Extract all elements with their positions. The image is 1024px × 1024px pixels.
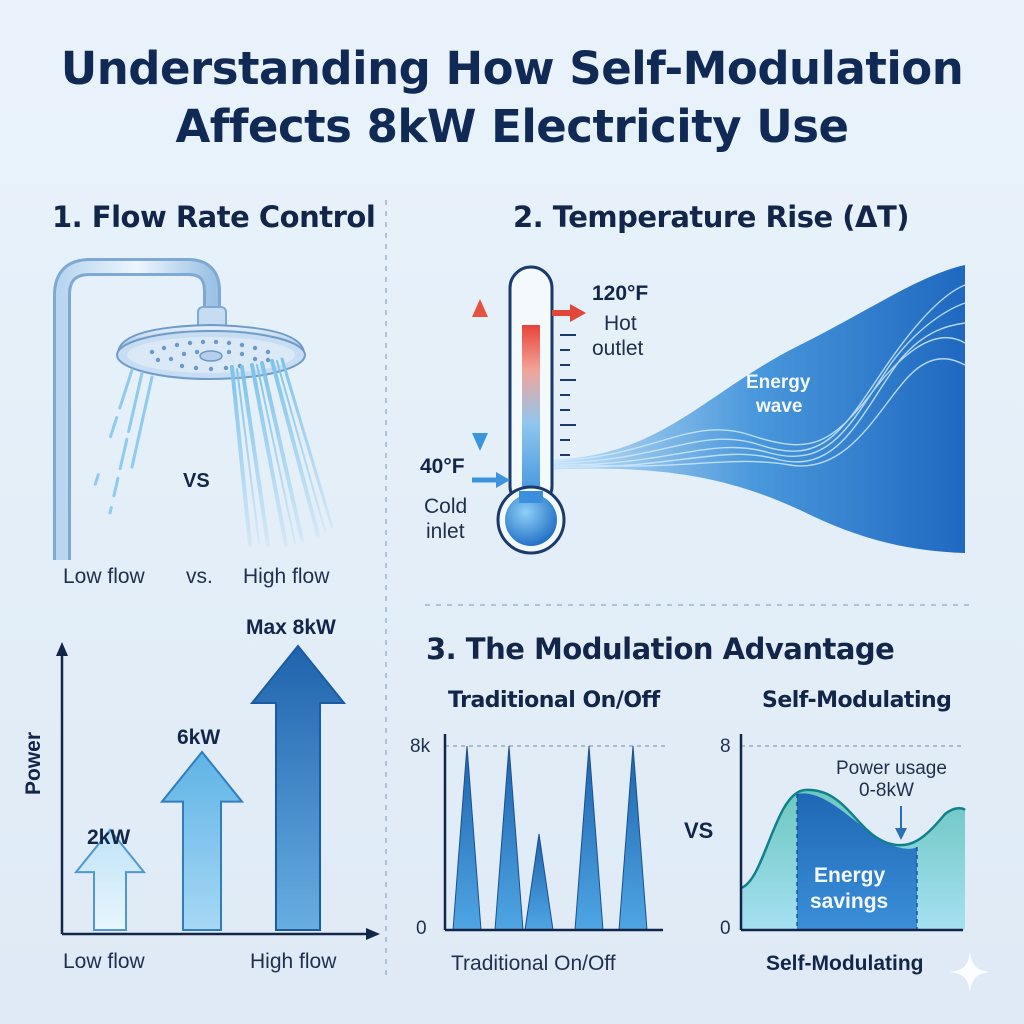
temperature-illustration (472, 265, 966, 555)
hot-temp-label: 120°F (592, 282, 649, 305)
hot-outlet-label-2: outlet (592, 337, 644, 360)
power-spike-4 (574, 745, 604, 931)
traditional-ymin: 0 (416, 918, 427, 939)
section3-vs: VS (684, 818, 714, 843)
power-usage-callout-2: 0-8kW (859, 780, 914, 801)
power-spike-2 (494, 745, 524, 931)
energy-savings-label-2: savings (810, 890, 889, 913)
wave-label-2: wave (756, 396, 803, 417)
section2-heading: 2. Temperature Rise (ΔT) (513, 200, 910, 234)
shower-vs-label: VS (183, 470, 210, 492)
title-line-2: Affects 8kW Electricity Use (175, 100, 849, 153)
power-spike-5 (618, 745, 648, 931)
power-axis-label: Power (22, 731, 45, 795)
modulating-ymax: 8 (720, 736, 731, 757)
shower-illustration (53, 258, 334, 560)
cold-inlet-label-2: inlet (426, 520, 465, 543)
arrow-8kw (249, 644, 347, 931)
chart-xlabel-high: High flow (250, 950, 337, 973)
section1-heading: 1. Flow Rate Control (52, 200, 376, 234)
power-arrow-chart (56, 642, 380, 940)
vs-small-label: vs. (186, 565, 213, 588)
energy-savings-label-1: Energy (814, 864, 886, 887)
arrow-6kw (159, 750, 245, 931)
modulating-title: Self-Modulating (762, 688, 952, 713)
modulating-chart (739, 734, 966, 932)
arrow-label-6kw: 6kW (177, 726, 221, 749)
sparkle-icon (950, 952, 990, 992)
modulating-ymin: 0 (720, 918, 731, 939)
modulating-xlabel: Self-Modulating (766, 952, 924, 975)
traditional-title: Traditional On/Off (448, 688, 660, 713)
cold-temp-label: 40°F (420, 455, 465, 478)
high-flow-label: High flow (243, 565, 330, 588)
arrow-label-2kw: 2kW (87, 826, 131, 849)
arrow-label-8kw: Max 8kW (246, 616, 336, 639)
traditional-ymax: 8k (410, 736, 431, 757)
arrow-2kw (73, 828, 147, 931)
low-flow-label: Low flow (63, 565, 145, 588)
power-spike-3 (524, 833, 554, 931)
chart-xlabel-low: Low flow (63, 950, 145, 973)
title-line-1: Understanding How Self-Modulation (60, 42, 964, 95)
power-spike-1 (452, 745, 482, 931)
traditional-xlabel: Traditional On/Off (451, 952, 616, 975)
hot-outlet-label-1: Hot (604, 312, 637, 335)
wave-label-1: Energy (746, 372, 811, 393)
page-title: Understanding How Self-Modulation Affect… (0, 40, 1024, 156)
cold-inlet-label-1: Cold (424, 495, 468, 518)
power-usage-callout-1: Power usage (836, 758, 947, 779)
traditional-chart (443, 734, 665, 932)
section3-heading: 3. The Modulation Advantage (426, 632, 895, 666)
